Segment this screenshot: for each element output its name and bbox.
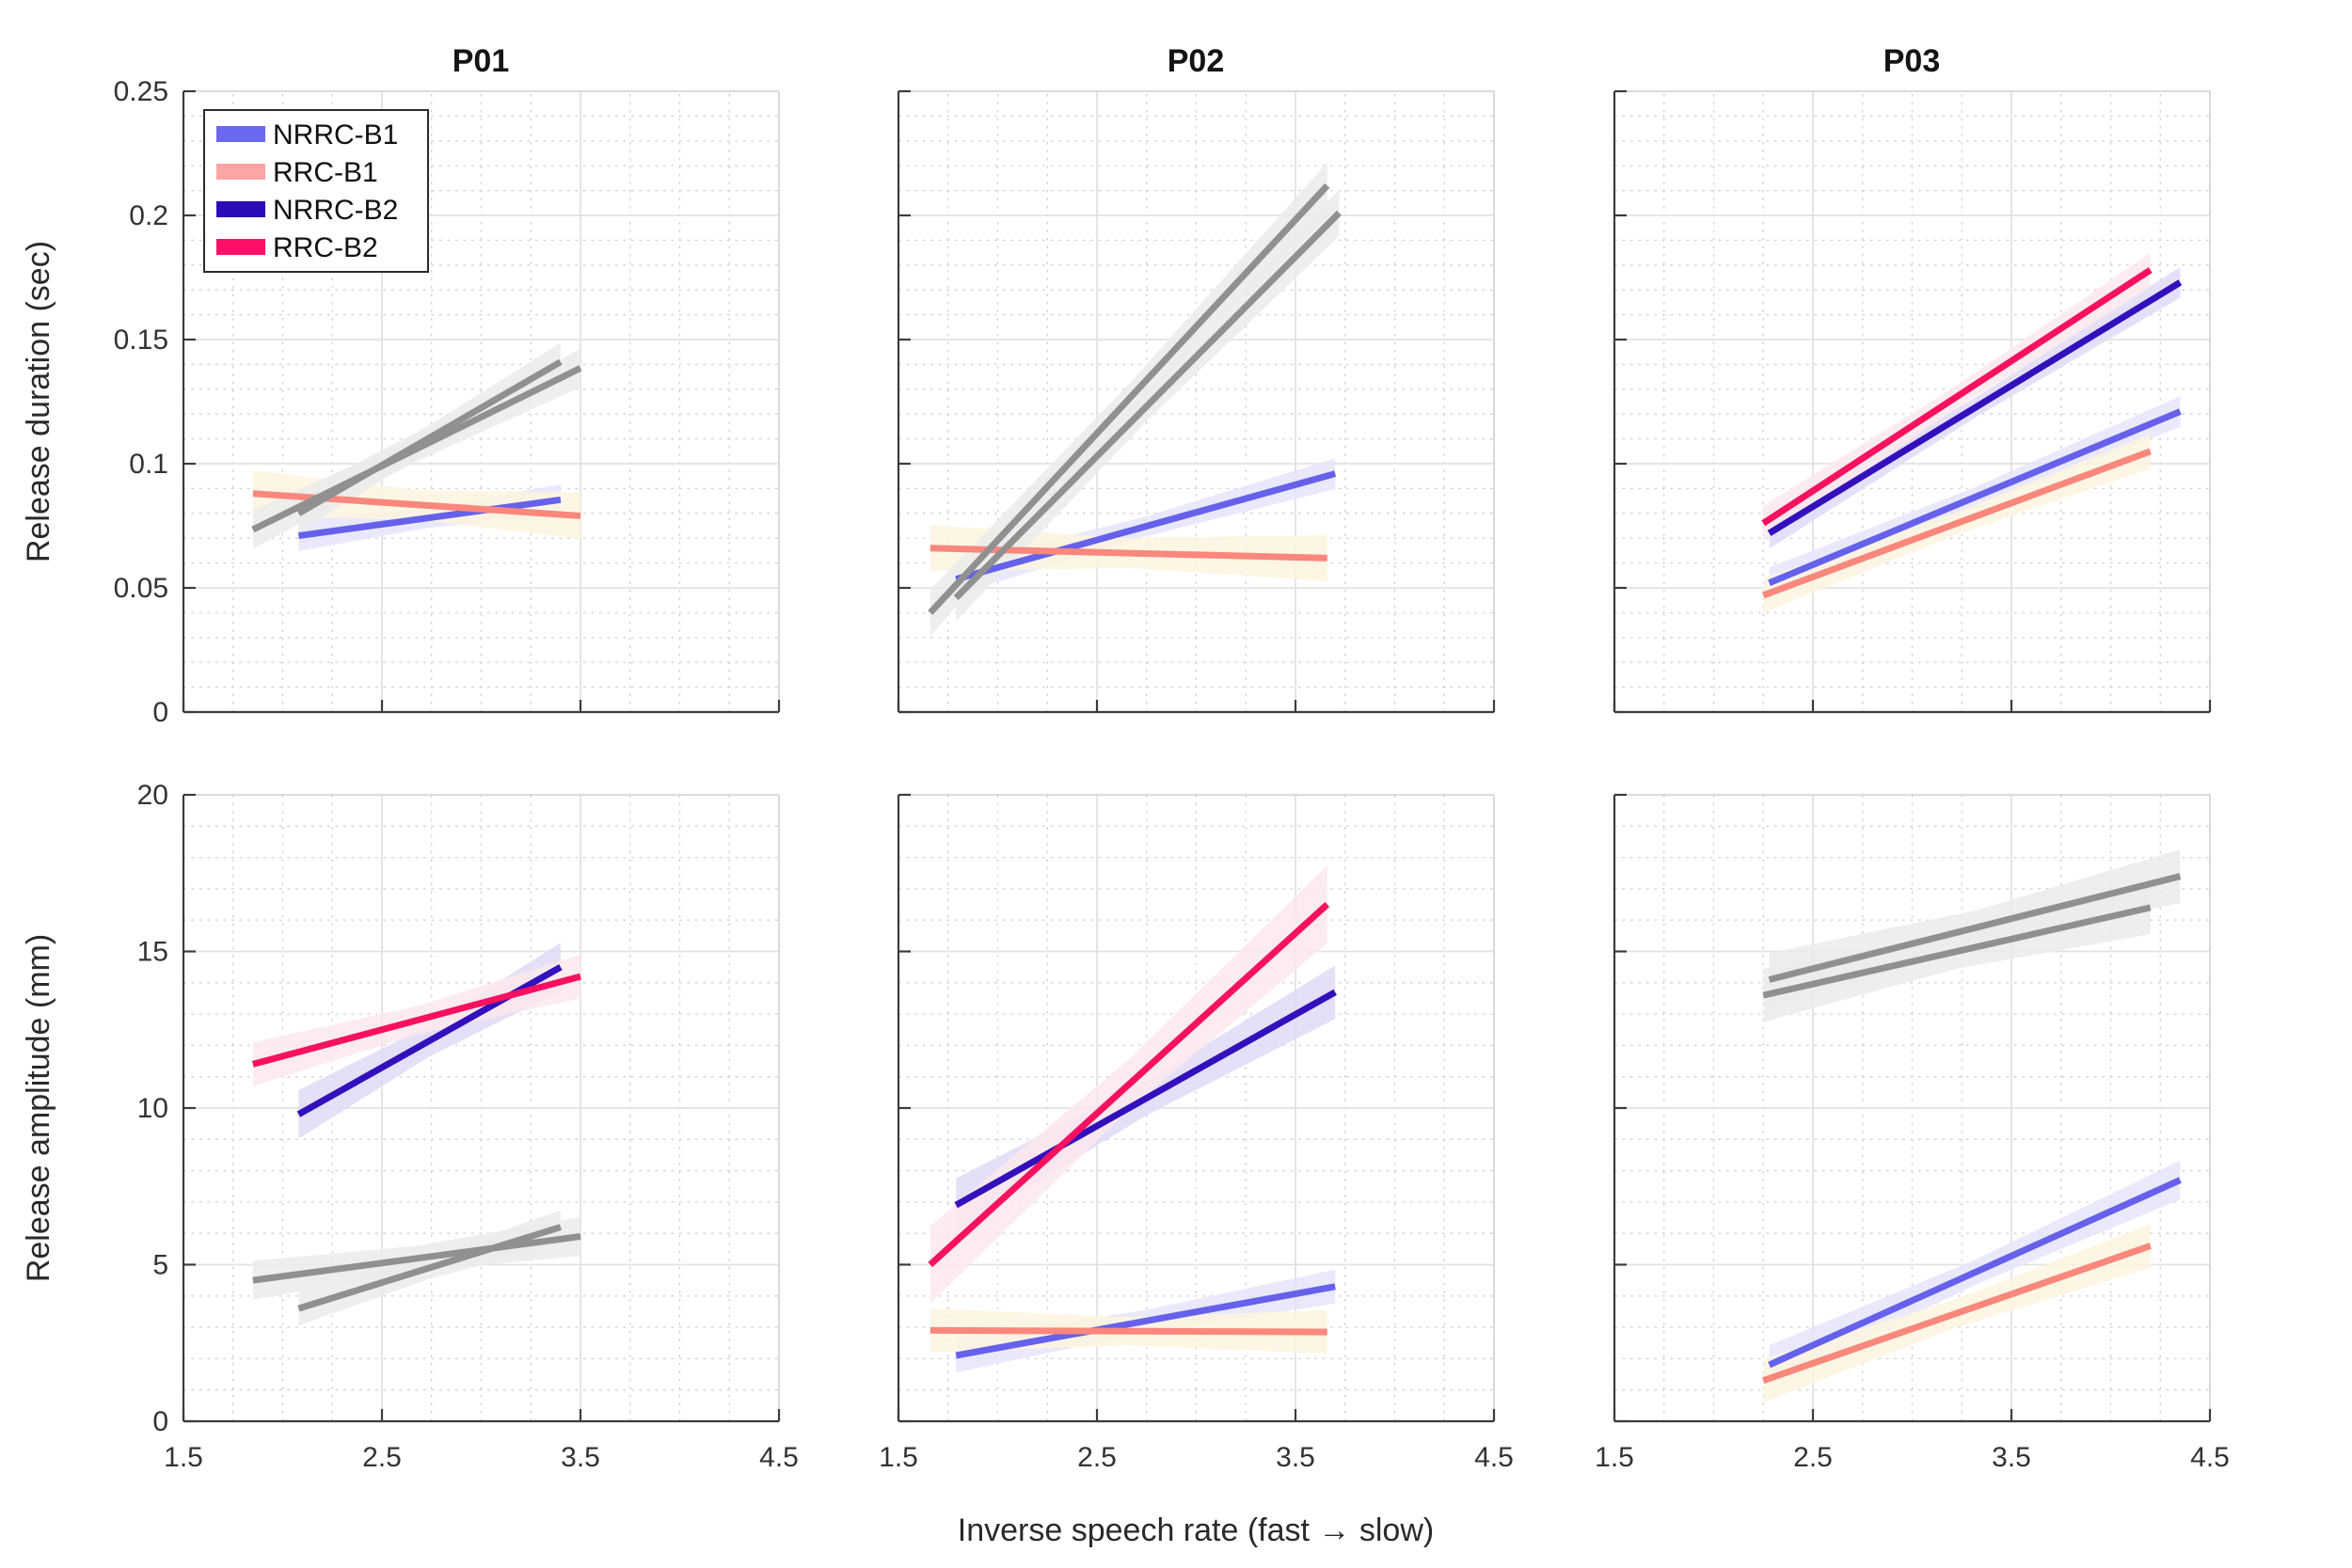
y-tick-label: 0.25 — [114, 76, 168, 107]
fit-line-nrrc-b2 — [1768, 873, 2182, 983]
x-tick-label: 2.5 — [1077, 1442, 1117, 1473]
y-axis-label-amplitude: Release amplitude (mm) — [21, 934, 56, 1282]
x-tick-label: 3.5 — [561, 1442, 600, 1473]
fit-line-rrc-b2 — [251, 973, 581, 1068]
fit-line-rrc-b2 — [928, 182, 1330, 615]
legend-label-rrc-b2: RRC-B2 — [273, 232, 378, 263]
panel-P01-row0 — [182, 89, 781, 714]
fit-line-rrc-b2 — [1762, 904, 2152, 999]
x-tick-label: 3.5 — [1992, 1442, 2031, 1473]
y-tick-label: 0 — [152, 1406, 168, 1437]
fit-line-nrrc-b2 — [954, 989, 1337, 1209]
fit-line-rrc-b2 — [251, 365, 582, 533]
fit-line-rrc-b2 — [928, 901, 1330, 1268]
fit-line-rrc-b1 — [252, 490, 581, 519]
y-tick-label: 0 — [152, 697, 168, 728]
panel-P03-row0 — [1613, 89, 2212, 714]
legend-label-rrc-b1: RRC-B1 — [273, 157, 378, 188]
panel-P02-row1 — [897, 793, 1496, 1423]
legend-swatch-rrc-b1 — [216, 164, 265, 180]
y-tick-label: 20 — [137, 780, 168, 811]
x-tick-label: 3.5 — [1276, 1442, 1315, 1473]
legend-swatch-nrrc-b2 — [216, 201, 265, 217]
fit-line-rrc-b2 — [1761, 267, 2153, 527]
fit-line-nrrc-b1 — [1768, 1177, 2182, 1369]
tick-labels-layer: 0 0.05 0.1 0.15 0.2 0.25 0 5 10 15 20 1.5 2.5 3.5 4.5 1… — [114, 76, 2230, 1473]
y-tick-label: 0.15 — [114, 325, 168, 356]
panel-title-p03: P03 — [1883, 43, 1941, 79]
panel-P03-row1 — [1613, 793, 2212, 1423]
panel-title-p02: P02 — [1168, 43, 1225, 79]
fit-line-rrc-b1 — [1762, 448, 2152, 599]
fit-line-rrc-b1 — [252, 1233, 581, 1284]
x-tick-label: 1.5 — [164, 1442, 203, 1473]
y-tick-label: 15 — [137, 937, 168, 968]
y-tick-label: 10 — [137, 1093, 168, 1124]
y-tick-label: 0.1 — [129, 449, 168, 480]
x-axis-label: Inverse speech rate (fast → slow) — [958, 1513, 1434, 1548]
fit-line-nrrc-b2 — [1767, 279, 2183, 536]
y-tick-label: 0.2 — [129, 200, 168, 231]
panel-P01-row1 — [182, 793, 781, 1423]
panels-layer — [182, 89, 2212, 1423]
fit-line-nrrc-b1 — [955, 470, 1337, 583]
legend-swatch-nrrc-b1 — [216, 126, 265, 142]
fit-line-nrrc-b1 — [297, 1224, 562, 1312]
x-tick-label: 4.5 — [1474, 1442, 1514, 1473]
fit-line-rrc-b1 — [930, 1326, 1327, 1336]
x-tick-label: 4.5 — [759, 1442, 799, 1473]
x-tick-label: 4.5 — [2190, 1442, 2230, 1473]
fit-line-rrc-b1 — [1762, 1243, 2152, 1385]
panel-title-p01: P01 — [453, 43, 510, 79]
y-tick-label: 0.05 — [114, 573, 168, 604]
fit-line-rrc-b1 — [930, 545, 1327, 562]
legend: NRRC-B1 RRC-B1 NRRC-B2 RRC-B2 — [203, 109, 429, 273]
x-tick-label: 1.5 — [1595, 1442, 1634, 1473]
y-axis-label-duration: Release duration (sec) — [21, 241, 56, 562]
fit-line-nrrc-b2 — [953, 210, 1342, 601]
x-tick-label: 1.5 — [879, 1442, 918, 1473]
legend-swatch-rrc-b2 — [216, 239, 265, 255]
fit-line-nrrc-b1 — [1768, 408, 2182, 586]
legend-label-nrrc-b2: NRRC-B2 — [273, 195, 398, 226]
fit-line-nrrc-b1 — [955, 1283, 1336, 1359]
x-tick-label: 2.5 — [362, 1442, 402, 1473]
legend-label-nrrc-b1: NRRC-B1 — [273, 119, 398, 150]
fit-line-nrrc-b1 — [297, 496, 562, 540]
panel-P02-row0 — [897, 89, 1496, 714]
x-tick-label: 2.5 — [1793, 1442, 1833, 1473]
y-tick-label: 5 — [152, 1250, 168, 1281]
